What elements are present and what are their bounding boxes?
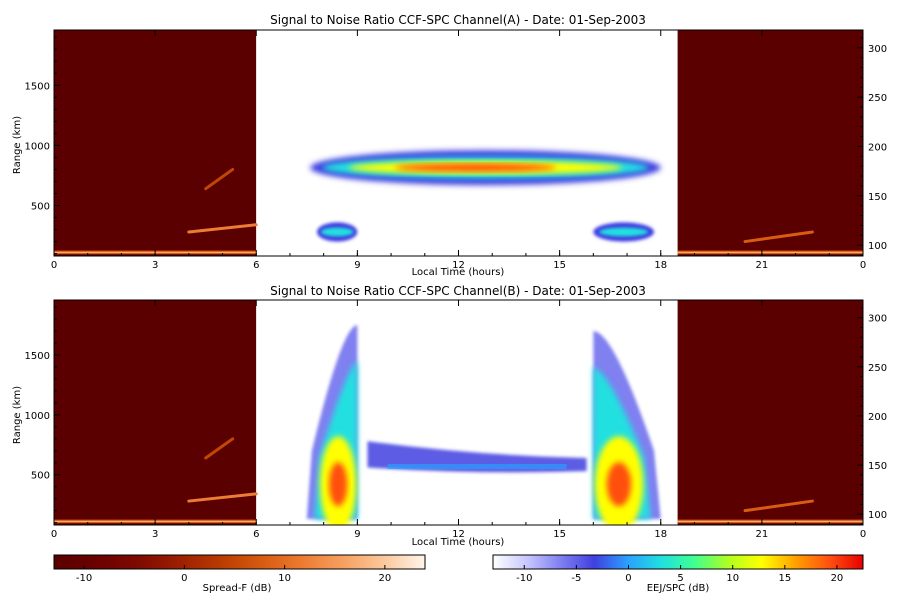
colorbar-tick-label: 20 <box>831 573 844 584</box>
colorbar-eej-spc: -10 -5 0 5 10 15 20 <box>492 554 864 584</box>
x-tick-label: 21 <box>756 529 769 540</box>
x-tick-label: 12 <box>452 260 465 271</box>
x-tick-label: 9 <box>354 529 360 540</box>
chart-title: Signal to Noise Ratio CCF-SPC Channel(A)… <box>270 13 646 27</box>
spread-f-layer-core <box>677 251 863 253</box>
panel-channel-a: Signal to Noise Ratio CCF-SPC Channel(A)… <box>12 13 887 278</box>
x-tick-label: 6 <box>253 260 259 271</box>
colorbar-tick-label: 10 <box>278 573 291 584</box>
plot-area <box>54 30 863 256</box>
colorbar-tick-label: -10 <box>76 573 92 584</box>
x-tick-label: 0 <box>860 529 866 540</box>
spread-f-streak <box>204 437 235 460</box>
y-tick-label: 1000 <box>25 141 50 152</box>
eej-low-band-core <box>320 227 354 237</box>
y2-tick-label: 250 <box>868 93 887 104</box>
spread-f-streak <box>743 499 814 513</box>
spread-f-streak <box>204 167 235 191</box>
chart-title: Signal to Noise Ratio CCF-SPC Channel(B)… <box>270 284 646 298</box>
eej-plume-peak <box>606 462 632 507</box>
region-spread-f <box>54 300 257 525</box>
eej-band-peak <box>394 163 557 172</box>
colorbar-tick-label: 20 <box>379 573 392 584</box>
x-tick-label: 9 <box>354 260 360 271</box>
y-axis-label: Range (km) <box>12 116 23 174</box>
colorbar-tick-label: 0 <box>625 573 631 584</box>
x-tick-label: 18 <box>654 260 667 271</box>
y2-tick-label: 100 <box>868 241 887 252</box>
eej-plume-peak <box>329 462 348 507</box>
y-tick-label: 500 <box>31 202 50 213</box>
x-tick-label: 12 <box>452 529 465 540</box>
x-axis-label: Local Time (hours) <box>412 537 505 548</box>
colorbar-spread-f: -10 0 10 20 <box>53 554 426 584</box>
spread-f-layer-core <box>677 520 863 522</box>
axes: 0 3 6 9 12 15 18 21 0 500 1000 1500 100 150 200 250 300 <box>25 29 887 271</box>
y2-tick-label: 250 <box>868 363 887 374</box>
region-eej-spc <box>256 30 678 256</box>
colorbar-tick-label: -5 <box>571 573 581 584</box>
region-spread-f <box>677 30 863 256</box>
y2-tick-label: 150 <box>868 192 887 203</box>
x-tick-label: 21 <box>756 260 769 271</box>
y2-tick-label: 200 <box>868 412 887 423</box>
y2-tick-label: 300 <box>868 44 887 55</box>
y2-tick-label: 300 <box>868 314 887 325</box>
x-tick-label: 0 <box>51 529 57 540</box>
data-layer <box>54 30 863 256</box>
colorbar-label: Spread-F (dB) <box>203 583 272 594</box>
y-tick-label: 1000 <box>25 411 50 422</box>
spread-f-streak <box>187 223 258 234</box>
region-spread-f <box>677 300 863 525</box>
colorbar-tick-label: -10 <box>516 573 532 584</box>
x-tick-label: 0 <box>51 260 57 271</box>
x-tick-label: 3 <box>152 529 158 540</box>
eej-low-band-core <box>599 227 648 237</box>
colorbar-gradient <box>492 554 864 570</box>
panel-channel-b: Signal to Noise Ratio CCF-SPC Channel(B)… <box>12 284 887 548</box>
x-tick-label: 15 <box>553 260 566 271</box>
spread-f-streak <box>187 492 258 503</box>
y-tick-label: 500 <box>31 471 50 482</box>
data-layer <box>54 300 863 525</box>
y-tick-label: 1500 <box>25 351 50 362</box>
colorbar-gradient <box>53 554 426 570</box>
y-tick-label: 1500 <box>25 81 50 92</box>
x-tick-label: 3 <box>152 260 158 271</box>
x-tick-label: 0 <box>860 260 866 271</box>
spread-f-streak <box>743 230 814 244</box>
x-tick-label: 15 <box>553 529 566 540</box>
colorbar-tick-label: 5 <box>677 573 683 584</box>
y2-tick-label: 150 <box>868 461 887 472</box>
plot-area <box>54 300 863 525</box>
x-axis-label: Local Time (hours) <box>412 267 505 278</box>
y-axis-label: Range (km) <box>12 386 23 444</box>
eej-weak-band-core <box>387 463 567 469</box>
region-spread-f <box>54 30 257 256</box>
colorbar-label: EEJ/SPC (dB) <box>647 583 710 594</box>
axes: 0 3 6 9 12 15 18 21 0 500 1000 1500 100 150 200 250 300 <box>25 299 887 540</box>
colorbar-tick-label: 0 <box>181 573 187 584</box>
y2-tick-label: 100 <box>868 510 887 521</box>
y2-tick-label: 200 <box>868 142 887 153</box>
colorbar-tick-label: 10 <box>726 573 739 584</box>
colorbar-tick-label: 15 <box>778 573 791 584</box>
x-tick-label: 6 <box>253 529 259 540</box>
x-tick-label: 18 <box>654 529 667 540</box>
